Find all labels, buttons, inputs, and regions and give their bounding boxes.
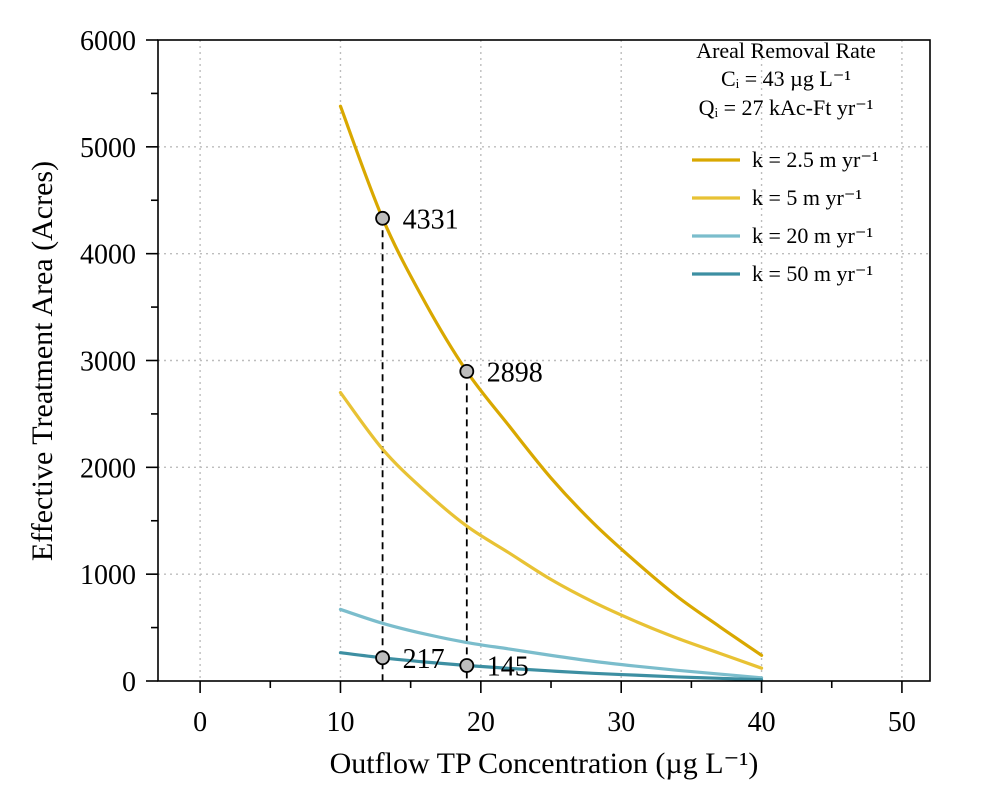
x-tick-label: 20 <box>467 707 495 738</box>
series-line <box>338 104 764 657</box>
point-label: 217 <box>403 644 445 675</box>
y-tick-label: 5000 <box>80 133 136 164</box>
y-axis-title: Effective Treatment Area (Acres) <box>26 161 59 561</box>
y-tick-label: 3000 <box>80 347 136 378</box>
axis-ticks: 0 10 20 30 40 50 0 1000 2000 3000 4000 5000 6000 <box>80 26 916 738</box>
highlight-marker <box>459 363 475 379</box>
y-tick-label: 2000 <box>80 453 136 484</box>
point-label: 4331 <box>403 204 459 235</box>
x-axis-title: Outflow TP Concentration (µg L⁻¹) <box>330 747 759 780</box>
highlight-points: 4331 2898 217 145 <box>375 204 543 683</box>
x-tick-label: 0 <box>193 707 207 738</box>
legend-label: k = 50 m yr⁻¹ <box>752 261 873 286</box>
legend-title-line: Qᵢ = 27 kAc-Ft yr⁻¹ <box>699 95 874 120</box>
y-tick-label: 0 <box>122 667 136 698</box>
grid <box>158 40 930 681</box>
legend-label: k = 2.5 m yr⁻¹ <box>752 147 879 172</box>
x-tick-label: 40 <box>748 707 776 738</box>
legend-title-line: Cᵢ = 43 µg L⁻¹ <box>721 66 851 91</box>
legend-label: k = 20 m yr⁻¹ <box>752 223 873 248</box>
drop-lines <box>381 218 468 681</box>
point-label: 145 <box>487 652 529 683</box>
series-line <box>338 651 764 682</box>
x-tick-label: 30 <box>607 707 635 738</box>
series-lines <box>338 104 764 682</box>
legend: Areal Removal Rate Cᵢ = 43 µg L⁻¹ Qᵢ = 2… <box>692 38 879 286</box>
y-tick-label: 4000 <box>80 240 136 271</box>
series-line <box>338 390 764 670</box>
y-tick-label: 1000 <box>80 560 136 591</box>
x-tick-label: 10 <box>326 707 354 738</box>
highlight-marker <box>375 210 390 226</box>
point-label: 2898 <box>487 357 543 388</box>
highlight-marker <box>459 658 475 673</box>
legend-title-line: Areal Removal Rate <box>696 38 876 63</box>
series-line <box>338 607 764 680</box>
legend-label: k = 5 m yr⁻¹ <box>752 185 862 210</box>
y-tick-label: 6000 <box>80 26 136 57</box>
highlight-marker <box>375 650 390 666</box>
x-tick-label: 50 <box>888 707 916 738</box>
